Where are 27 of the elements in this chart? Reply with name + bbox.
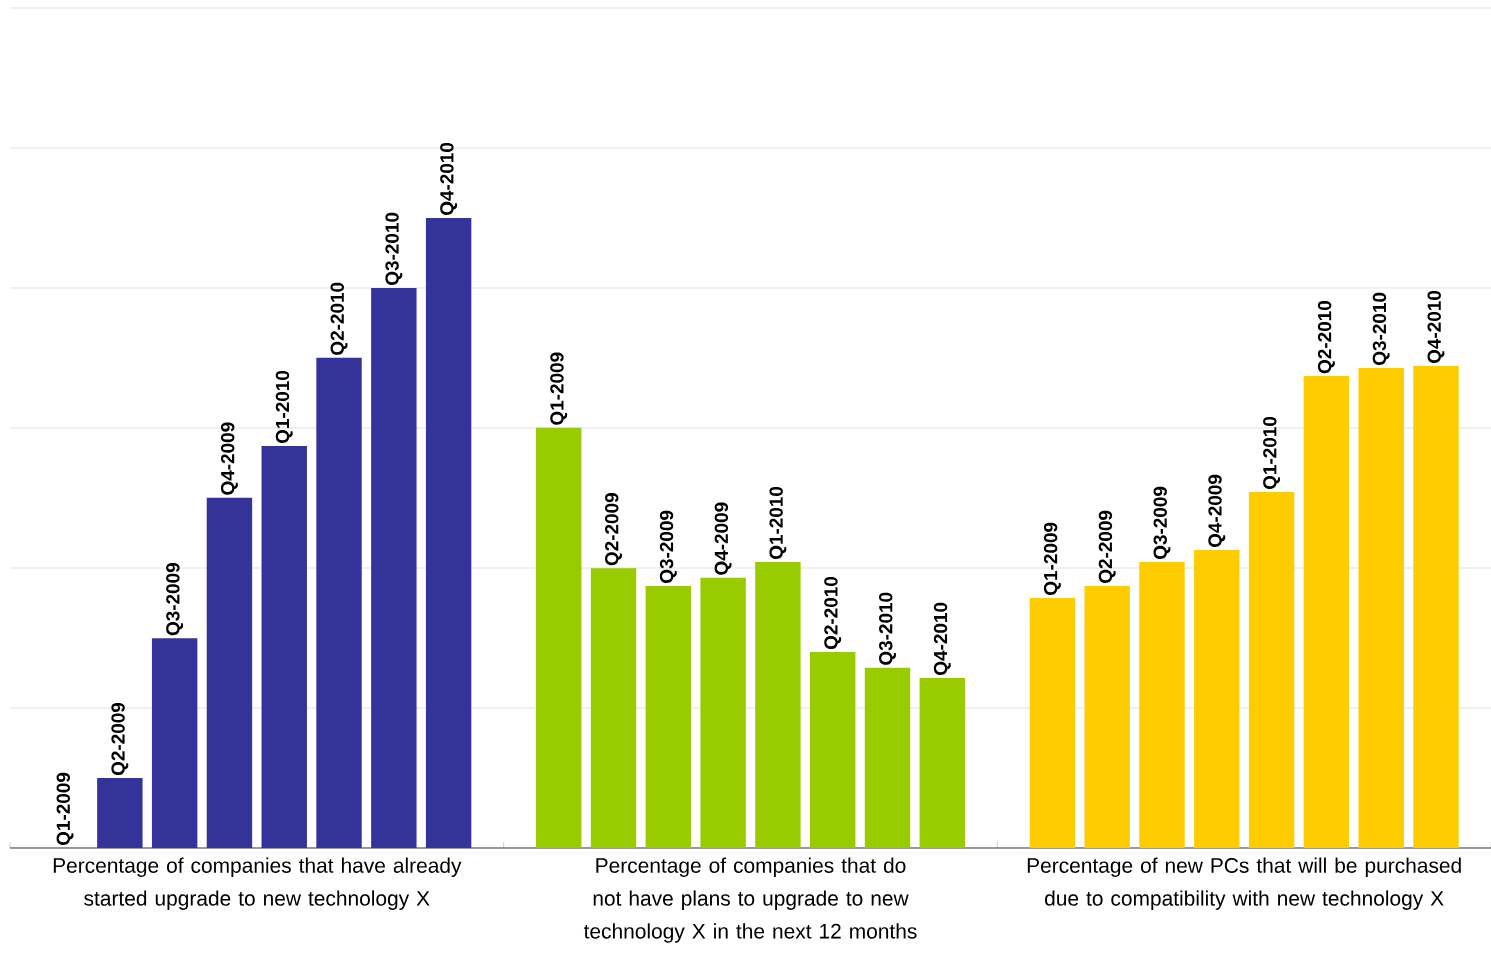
text: Q4-2009 — [1208, 474, 1226, 548]
text: Q1-2010 — [275, 370, 293, 444]
x-tick-label: Percentage of new PCs that will be purchased due to compatibility with new technology X — [1027, 857, 1461, 910]
text: Q3-2009 — [166, 563, 184, 636]
text: Q2-2009 — [111, 702, 129, 776]
text: Q2-2010 — [824, 576, 842, 650]
text: Q3-2009 — [1153, 486, 1171, 559]
text: Q1-2009 — [56, 772, 74, 846]
x-tick-label: Percentage of companies that have already started upgrade to new technology X — [53, 857, 462, 910]
text: Q3-2010 — [1372, 292, 1390, 365]
text: Q3-2010 — [879, 592, 896, 665]
x-tick-label: Percentage of companies that do not have plans to upgrade to new technology X in the next 12 months — [583, 857, 917, 943]
text: Q4-2009 — [714, 502, 732, 575]
text: Q4-2010 — [440, 142, 458, 215]
text: Q2-2009 — [605, 493, 622, 566]
text: Q2-2009 — [1098, 510, 1116, 583]
text: Q3-2009 — [659, 510, 677, 583]
text: Q2-2010 — [1317, 301, 1335, 374]
text: Q1-2009 — [1043, 522, 1061, 595]
text: Q4-2009 — [220, 422, 238, 495]
text: Q1-2010 — [1263, 416, 1281, 490]
text: Q1-2009 — [550, 352, 568, 425]
text: Q4-2010 — [1427, 290, 1445, 364]
text: Q1-2010 — [769, 486, 787, 559]
text: Q4-2010 — [933, 602, 951, 675]
text: Q3-2010 — [385, 212, 403, 285]
text: Q2-2010 — [330, 282, 348, 355]
